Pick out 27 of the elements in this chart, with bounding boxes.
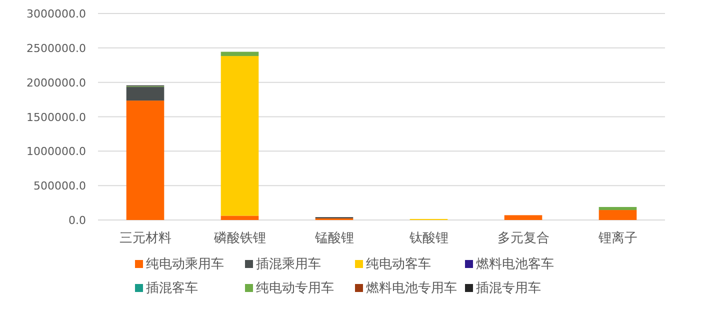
- legend-label: 燃料电池专用车: [366, 281, 457, 296]
- y-tick-label: 1000000.0: [26, 145, 86, 158]
- legend-label: 纯电动乘用车: [146, 257, 224, 272]
- legend-label: 插混客车: [146, 280, 198, 296]
- y-tick-label: 2000000.0: [26, 76, 86, 90]
- bar: [220, 216, 259, 220]
- legend-label: 纯电动客车: [366, 256, 431, 272]
- legend-label: 燃料电池客车: [476, 256, 554, 272]
- legend-label: 插混专用车: [476, 281, 541, 296]
- y-tick-label: 1500000.0: [26, 110, 86, 124]
- bar: [220, 52, 259, 56]
- y-tick-label: 0.0: [68, 214, 86, 227]
- y-tick-label: 500000.0: [34, 180, 86, 193]
- x-tick-label: 锰酸锂: [314, 231, 354, 246]
- legend-label: 插混乘用车: [256, 257, 321, 272]
- x-tick-label: 三元材料: [119, 231, 172, 246]
- bar: [598, 210, 637, 220]
- legend-label: 纯电动专用车: [256, 281, 334, 296]
- bar: [504, 215, 542, 220]
- x-tick-label: 多元复合: [497, 231, 550, 246]
- x-tick-label: 钛酸锂: [408, 231, 448, 246]
- x-tick-label: 锂离子: [597, 230, 638, 246]
- y-tick-label: 2500000.0: [26, 42, 86, 55]
- y-tick-label: 3000000.0: [26, 8, 86, 20]
- bar: [220, 56, 259, 216]
- bar: [598, 206, 637, 210]
- x-tick-label: 磷酸铁锂: [212, 231, 266, 246]
